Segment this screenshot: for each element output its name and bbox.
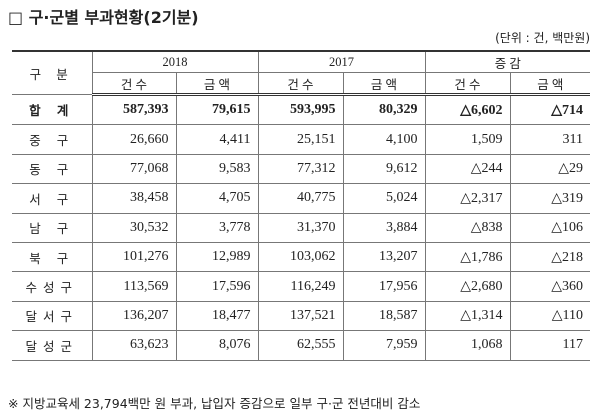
table-cell: 17,956 xyxy=(342,271,426,302)
table-cell: 8,076 xyxy=(175,330,259,361)
table-cell: 587,393 xyxy=(91,93,177,126)
sub-header: 금 액 xyxy=(509,72,591,96)
table-cell: 3,778 xyxy=(175,212,259,243)
group-header: 2017 xyxy=(257,50,426,73)
row-label: 서 구 xyxy=(12,183,93,214)
table-row: 북 구 101,276 12,989 103,062 13,207 △1,786 △218 xyxy=(12,241,591,273)
table-cell: 9,583 xyxy=(175,153,259,185)
row-label: 달서구 xyxy=(12,300,93,332)
table-cell: 101,276 xyxy=(91,241,177,273)
footnote: ※ 지방교육세 23,794백만 원 부과, 납입자 증감으로 일부 구·군 전… xyxy=(8,396,421,411)
table-row: 남 구 30,532 3,778 31,370 3,884 △838 △106 xyxy=(12,212,591,243)
table-cell: 136,207 xyxy=(91,300,177,332)
row-label: 남 구 xyxy=(12,212,93,243)
table-cell: 13,207 xyxy=(342,241,426,273)
row-label: 달성군 xyxy=(12,330,93,361)
table-cell: 31,370 xyxy=(257,212,344,243)
table-cell: 4,411 xyxy=(175,124,259,155)
table-cell: △106 xyxy=(509,212,591,243)
table-row: 달서구 136,207 18,477 137,521 18,587 △1,314 △110 xyxy=(12,300,591,332)
table-cell: 38,458 xyxy=(91,183,177,214)
table-cell: 117 xyxy=(509,330,591,361)
table-cell: 25,151 xyxy=(257,124,344,155)
table-cell: 9,612 xyxy=(342,153,426,185)
table-row: 구 분 2018 2017 증 감 xyxy=(12,50,591,95)
table-cell: 12,989 xyxy=(175,241,259,273)
row-label: 동 구 xyxy=(12,153,93,185)
table-cell: 18,587 xyxy=(342,300,426,332)
table-cell: △714 xyxy=(509,93,591,126)
sub-header: 금 액 xyxy=(342,72,426,96)
table-cell: 5,024 xyxy=(342,183,426,214)
table-cell: △360 xyxy=(509,271,591,302)
table-row: 중 구 26,660 4,411 25,151 4,100 1,509 311 xyxy=(12,124,591,155)
sub-header: 건 수 xyxy=(424,72,511,96)
table-row: 수성구 113,569 17,596 116,249 17,956 △2,680 △360 xyxy=(12,271,591,302)
table-cell: 17,596 xyxy=(175,271,259,302)
table-cell: 62,555 xyxy=(257,330,344,361)
table-cell: △2,317 xyxy=(424,183,511,214)
table-row: 달성군 63,623 8,076 62,555 7,959 1,068 117 xyxy=(12,330,591,361)
table-cell: 593,995 xyxy=(257,93,344,126)
table-cell: △244 xyxy=(424,153,511,185)
row-label: 중 구 xyxy=(12,124,93,155)
table-cell: 1,068 xyxy=(424,330,511,361)
row-label: 합 계 xyxy=(12,93,93,126)
table-cell: △218 xyxy=(509,241,591,273)
table-cell: △1,314 xyxy=(424,300,511,332)
table-cell: 7,959 xyxy=(342,330,426,361)
table-cell: 3,884 xyxy=(342,212,426,243)
table-cell: △838 xyxy=(424,212,511,243)
table-cell: 40,775 xyxy=(257,183,344,214)
table-cell: △2,680 xyxy=(424,271,511,302)
table-cell: 77,068 xyxy=(91,153,177,185)
table-cell: 79,615 xyxy=(175,93,259,126)
table-cell: △6,602 xyxy=(424,93,511,126)
sub-header: 건 수 xyxy=(92,72,177,96)
table-cell: 4,100 xyxy=(342,124,426,155)
table-cell: 80,329 xyxy=(342,93,426,126)
table-cell: 18,477 xyxy=(175,300,259,332)
table-cell: 30,532 xyxy=(91,212,177,243)
table-cell: △1,786 xyxy=(424,241,511,273)
sub-header: 건 수 xyxy=(257,72,344,96)
table-cell: 63,623 xyxy=(91,330,177,361)
table-cell: 4,705 xyxy=(175,183,259,214)
row-label: 수성구 xyxy=(12,271,93,302)
table-cell: △319 xyxy=(509,183,591,214)
table-cell: 311 xyxy=(509,124,591,155)
table-cell: 137,521 xyxy=(257,300,344,332)
sub-header: 금 액 xyxy=(175,72,259,96)
unit: (단위 : 건, 백만원) xyxy=(495,31,590,45)
table-cell: 77,312 xyxy=(257,153,344,185)
table-cell: 1,509 xyxy=(424,124,511,155)
group-header: 증 감 xyxy=(424,50,591,73)
table-cell: 113,569 xyxy=(91,271,177,302)
table-cell: △110 xyxy=(509,300,591,332)
table-row: 동 구 77,068 9,583 77,312 9,612 △244 △29 xyxy=(12,153,591,185)
table-cell: 116,249 xyxy=(257,271,344,302)
title: □ 구·군별 부과현황(2기분) xyxy=(8,8,199,27)
table-cell: △29 xyxy=(509,153,591,185)
corner-header: 구 분 xyxy=(12,50,93,95)
group-header: 2018 xyxy=(91,50,259,73)
table-cell: 103,062 xyxy=(257,241,344,273)
table-cell: 26,660 xyxy=(91,124,177,155)
row-label: 북 구 xyxy=(12,241,93,273)
table-row: 합 계 587,393 79,615 593,995 80,329 △6,602 △714 xyxy=(12,93,591,126)
table-row: 서 구 38,458 4,705 40,775 5,024 △2,317 △319 xyxy=(12,183,591,214)
